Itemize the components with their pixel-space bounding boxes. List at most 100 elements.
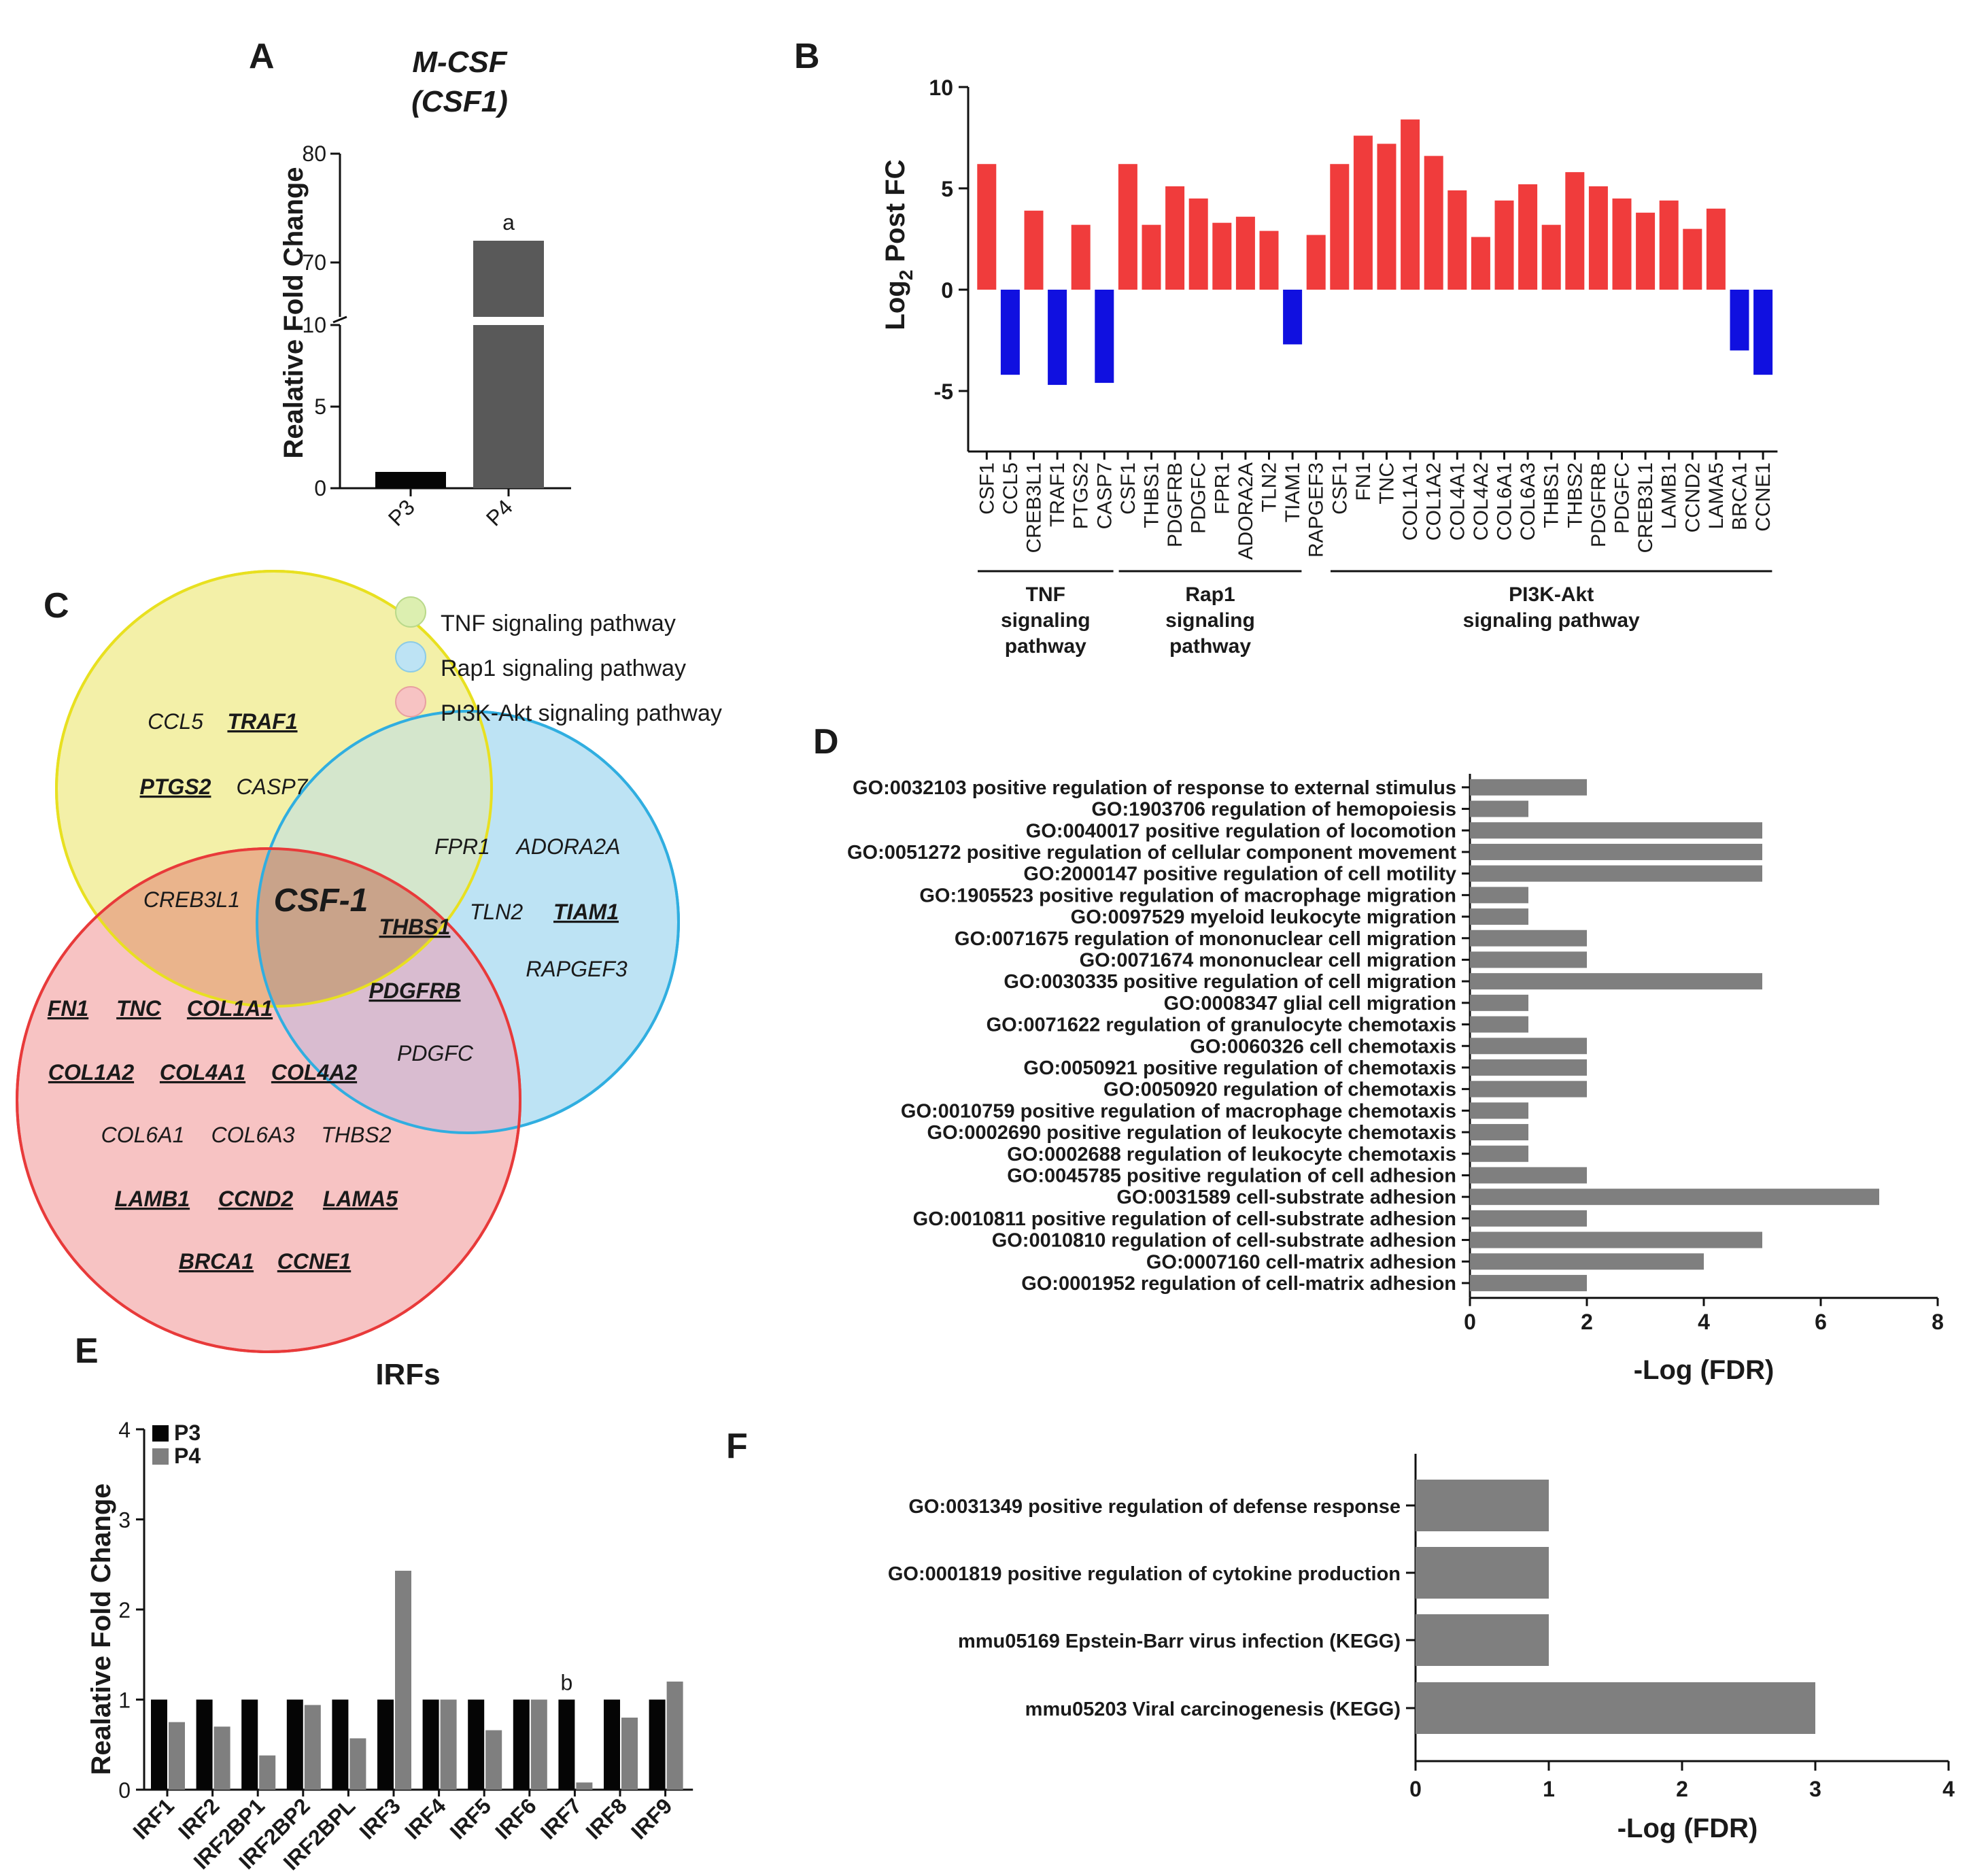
panel-f-xtick-label: 0 (1409, 1777, 1422, 1801)
bar-rapgef3 (1306, 235, 1326, 290)
panel-d-category-label: GO:0097529 myeloid leukocyte migration (1071, 906, 1456, 928)
panel-b-xtick-label: COL6A1 (1494, 462, 1516, 541)
panel-d-x-axis-label: -Log (FDR) (1634, 1355, 1775, 1385)
panel-b-xtick-label: TNC (1376, 462, 1399, 505)
bar-irf1-p4 (169, 1722, 185, 1790)
venn-gene-col6a1: COL6A1 (101, 1123, 185, 1147)
panel-d-category-label: GO:0071675 regulation of mononuclear cel… (955, 928, 1456, 950)
bar-irf4-p4 (440, 1699, 457, 1790)
bar-irf2bp1-p3 (241, 1699, 258, 1790)
panel-f-category-label: mmu05169 Epstein-Barr virus infection (K… (958, 1631, 1401, 1652)
bar-lama5 (1706, 208, 1726, 290)
panel-letter-c: C (44, 586, 69, 626)
venn-gene-col4a2: COL4A2 (271, 1060, 357, 1085)
bar-csf1 (977, 164, 997, 290)
bar-col6a3 (1518, 184, 1538, 290)
panel-b-xtick-label: CREB3L1 (1023, 462, 1046, 553)
panel-d-category-label: GO:0002688 regulation of leukocyte chemo… (1007, 1144, 1456, 1165)
panel-d-bar (1470, 994, 1528, 1011)
venn-gene-casp7: CASP7 (237, 774, 309, 799)
panel-b-ytick-label: 5 (941, 177, 953, 201)
panel-b-xtick-label: COL4A1 (1446, 462, 1469, 541)
bar-tln2 (1259, 231, 1279, 290)
bar-tnc (1377, 143, 1396, 290)
panel-b-xtick-label: THBS1 (1541, 462, 1563, 528)
panel-b-ylabel-rest: Post FC (880, 159, 910, 269)
bar-irf8-p3 (604, 1699, 620, 1790)
panel-d-xtick-label: 2 (1581, 1310, 1593, 1334)
panel-b-xtick-label: PDGFC (1611, 462, 1634, 534)
bar-irf2-p3 (196, 1699, 213, 1790)
panel-f-category-label: GO:0031349 positive regulation of defens… (908, 1496, 1401, 1518)
panel-d-bar (1470, 822, 1762, 839)
bar-ccne1 (1753, 290, 1773, 375)
venn-gene-ccne1: CCNE1 (277, 1249, 351, 1274)
panel-d-bar (1470, 973, 1762, 990)
panel-d-category-label: GO:0071622 regulation of granulocyte che… (987, 1015, 1456, 1036)
panel-d-category-label: GO:0050921 positive regulation of chemot… (1023, 1057, 1456, 1079)
bar-col4a2 (1471, 237, 1490, 290)
panel-e-xtick-label: IRF9 (626, 1793, 676, 1843)
panel-b-group-label: pathway (1169, 635, 1251, 658)
bar-creb3l1 (1024, 210, 1044, 290)
panel-d-category-label: GO:1903706 regulation of hemopoiesis (1091, 799, 1456, 821)
panel-d-bar (1470, 1253, 1704, 1270)
venn-gene-col1a2: COL1A2 (48, 1060, 134, 1085)
bar-thbs1 (1142, 224, 1161, 290)
panel-a-axis-break-mark (332, 316, 347, 324)
panel-d-category-label: GO:0030335 positive regulation of cell m… (1004, 971, 1456, 993)
panel-f-bar (1416, 1547, 1549, 1599)
panel-e-y-axis-label: Realative Fold Change (86, 1484, 116, 1775)
panel-d-bar (1470, 951, 1587, 968)
panel-e-significance-label: b (561, 1671, 573, 1695)
bar-col6a1 (1494, 200, 1514, 290)
venn-gene-lamb1: LAMB1 (115, 1187, 190, 1211)
bar-pdgfrb (1165, 186, 1185, 290)
legend-label-p3: P3 (174, 1420, 201, 1445)
panel-b-xtick-label: CSF1 (976, 462, 998, 515)
panel-f-bar (1416, 1682, 1815, 1734)
panel-b-group-label: TNF (1026, 583, 1065, 606)
panel-f-chart: -Log (FDR) 0 1 2 3 4 GO:0031349 positive regu… (888, 1454, 1955, 1843)
panel-f-x-axis-label: -Log (FDR) (1617, 1813, 1758, 1843)
panel-a-ytick-label: 80 (302, 141, 326, 166)
panel-b-group-label: signaling pathway (1463, 609, 1640, 632)
panel-b-group-label: PI3K-Akt (1509, 583, 1594, 606)
legend-rap1-swatch (395, 641, 426, 672)
venn-gene-rapgef3: RAPGEF3 (526, 957, 628, 981)
bar-csf1 (1330, 164, 1350, 290)
panel-b-xtick-label: COL6A3 (1517, 462, 1539, 541)
panel-d-bar (1470, 1274, 1587, 1291)
bar-irf5-p4 (485, 1730, 502, 1790)
panel-d-category-label: GO:0050920 regulation of chemotaxis (1103, 1079, 1456, 1101)
panel-d-category-label: GO:0002690 positive regulation of leukoc… (927, 1122, 1456, 1144)
venn-gene-ptgs2: PTGS2 (140, 774, 211, 799)
bar-irf1-p3 (151, 1699, 167, 1790)
panel-d-category-label: GO:0051272 positive regulation of cellul… (847, 842, 1456, 864)
bar-thbs2 (1565, 172, 1585, 290)
bar-p3 (375, 472, 446, 488)
panel-letter-d: D (813, 722, 839, 762)
bar-ptgs2 (1071, 224, 1091, 290)
venn-gene-fn1: FN1 (48, 996, 88, 1021)
bar-irf2-p4 (213, 1726, 230, 1790)
rap1-circle-outline (256, 710, 680, 1134)
panel-a-title-line1: M-CSF (412, 46, 507, 79)
bar-fn1 (1353, 135, 1373, 290)
venn-gene-col6a3: COL6A3 (211, 1123, 295, 1147)
bar-p4-lower (473, 325, 544, 488)
venn-gene-ccnd2: CCND2 (218, 1187, 293, 1211)
bar-csf1 (1118, 164, 1137, 290)
panel-b-xtick-label: CCND2 (1681, 462, 1704, 532)
panel-d-category-label: GO:0032103 positive regulation of respon… (853, 777, 1456, 799)
panel-d-bar (1470, 843, 1762, 860)
bar-irf2bp1-p4 (259, 1755, 276, 1790)
panel-b-xtick-label: THBS1 (1141, 462, 1163, 528)
panel-b-xtick-label: PDGFRB (1164, 462, 1186, 547)
legend-swatch-p3 (152, 1425, 169, 1442)
bar-fpr1 (1212, 222, 1232, 290)
panel-f-category-label: mmu05203 Viral carcinogenesis (KEGG) (1025, 1699, 1401, 1720)
panel-f-xtick-label: 2 (1676, 1777, 1688, 1801)
panel-d-bar (1470, 908, 1528, 925)
bar-casp7 (1095, 290, 1114, 384)
